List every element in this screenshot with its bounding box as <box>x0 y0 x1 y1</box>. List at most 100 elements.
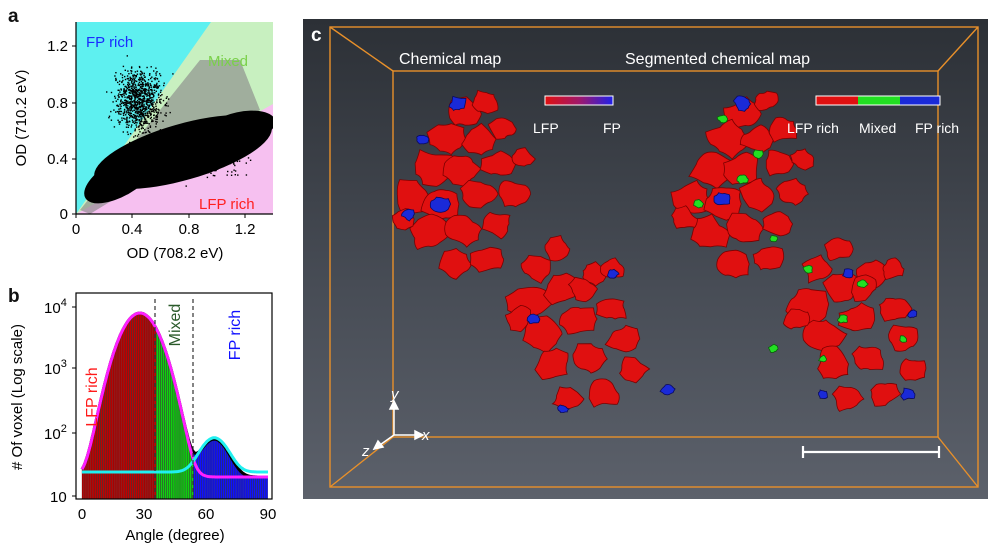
scatter-point <box>126 117 128 119</box>
scatter-point <box>219 157 222 159</box>
scatter-point <box>136 110 138 112</box>
scatter-point <box>150 101 152 103</box>
b-x-tick-0: 0 <box>78 506 86 523</box>
scatter-point <box>131 104 133 106</box>
scatter-point <box>129 141 131 144</box>
histogram-bar <box>207 440 210 499</box>
histogram-bar <box>218 440 221 499</box>
scatter-point <box>196 166 199 168</box>
scatter-point <box>155 72 157 74</box>
b-x-tick-90: 90 <box>260 506 277 523</box>
axis-y-label: y <box>391 386 399 403</box>
scatter-point <box>140 104 143 106</box>
scatter-point <box>193 145 196 147</box>
scatter-point <box>135 110 137 113</box>
scatter-point <box>145 94 147 96</box>
scatter-point <box>164 146 166 148</box>
scatter-point <box>145 162 148 164</box>
scatter-point <box>146 99 148 102</box>
scatter-point <box>165 162 167 164</box>
scatter-point <box>184 143 186 145</box>
scatter-point <box>121 101 124 103</box>
scatter-point <box>134 120 136 122</box>
scatter-point <box>203 137 205 139</box>
particle-blob <box>769 235 779 243</box>
scatter-point <box>215 160 217 162</box>
scatter-point <box>125 105 127 107</box>
scatter-point <box>156 87 158 89</box>
histogram-bar <box>92 432 95 499</box>
lfp-gaussian-fit <box>80 311 268 479</box>
scatter-point <box>118 108 120 110</box>
scatter-point <box>145 106 147 108</box>
scatter-point <box>128 83 131 85</box>
scatter-point <box>169 111 171 114</box>
scatter-point <box>229 162 231 165</box>
scatter-point <box>126 107 128 109</box>
scatter-point <box>141 79 144 81</box>
scatter-point <box>138 106 140 109</box>
scatter-point <box>127 87 130 89</box>
scatter-point <box>179 176 181 178</box>
scatter-point <box>218 161 220 164</box>
scatter-point <box>162 99 165 102</box>
scatter-point <box>201 156 203 159</box>
scatter-point <box>199 166 201 168</box>
scatter-point <box>167 98 170 100</box>
particle-blob <box>907 309 918 319</box>
scatter-point <box>136 126 138 128</box>
scatter-point <box>139 109 141 111</box>
scatter-point <box>129 78 132 80</box>
chem-bar-fp-label: FP <box>603 120 621 136</box>
scatter-point <box>140 90 142 92</box>
scatter-point <box>120 94 122 96</box>
scatter-point <box>146 101 148 104</box>
scatter-point <box>124 75 126 78</box>
scatter-point <box>117 81 119 84</box>
scatter-point <box>190 147 192 150</box>
scatter-point <box>114 97 117 99</box>
scatter-point <box>136 73 139 75</box>
scatter-point <box>132 83 134 86</box>
scatter-point <box>161 150 164 152</box>
histogram-bar <box>224 448 227 499</box>
scatter-point <box>228 163 230 165</box>
scatter-point <box>135 106 137 109</box>
scatter-point <box>181 135 183 137</box>
scatter-point <box>180 149 182 151</box>
scatter-point <box>132 91 135 93</box>
scatter-point <box>152 86 155 88</box>
scatter-point <box>155 115 157 117</box>
scatter-point <box>172 174 175 176</box>
scatter-point <box>232 154 234 156</box>
scatter-point <box>202 136 204 138</box>
scatter-point <box>219 149 221 151</box>
scatter-point <box>151 120 153 123</box>
scatter-point <box>195 142 198 144</box>
scatter-point <box>180 150 182 153</box>
scatter-point <box>168 170 171 172</box>
scatter-point <box>120 110 123 113</box>
scatter-point <box>121 117 123 119</box>
scatter-point <box>143 111 145 113</box>
scatter-point <box>198 159 201 162</box>
scatter-point <box>130 96 133 99</box>
scatter-point <box>143 92 145 94</box>
scatter-point <box>207 159 210 161</box>
scatter-point <box>166 147 168 150</box>
scatter-point <box>194 148 197 151</box>
scatter-point <box>150 93 153 95</box>
scatter-point <box>151 90 153 92</box>
scatter-point <box>160 98 162 100</box>
scatter-point <box>134 128 136 130</box>
particle-blob <box>534 347 569 381</box>
scatter-point <box>155 118 157 120</box>
scatter-point <box>123 117 125 120</box>
scatter-point <box>144 76 146 78</box>
scatter-point <box>150 86 153 88</box>
scatter-point <box>176 157 178 159</box>
scatter-point <box>152 109 155 111</box>
scatter-point <box>137 96 139 98</box>
scatter-point <box>149 117 152 120</box>
scatter-point <box>136 93 138 95</box>
